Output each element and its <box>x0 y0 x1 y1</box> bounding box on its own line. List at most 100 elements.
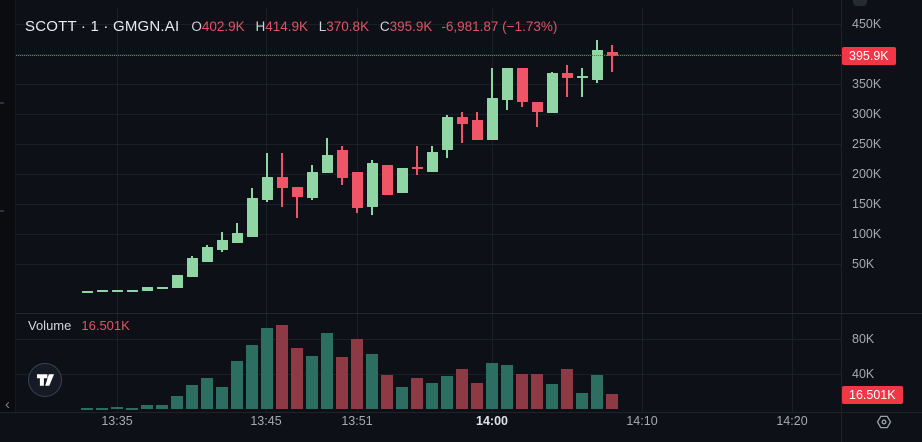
volume-bar <box>216 387 228 409</box>
volume-bar <box>231 360 243 409</box>
price-gridline <box>16 234 841 235</box>
candle <box>291 187 303 197</box>
volume-bar <box>441 375 453 409</box>
volume-bar <box>456 369 468 409</box>
candle <box>336 150 348 178</box>
time-gridline <box>492 8 493 412</box>
last-volume-badge: 16.501K <box>842 386 903 404</box>
left-toolbar-strip <box>0 0 16 412</box>
candle <box>531 102 543 113</box>
last-price-badge: 395.9K <box>842 47 896 65</box>
candle-wick <box>536 102 538 128</box>
price-tick-label: 50K <box>852 257 875 271</box>
candle <box>276 177 288 188</box>
volume-gridline <box>16 339 841 340</box>
volume-bar <box>276 324 288 409</box>
volume-bar <box>351 338 363 409</box>
left-toolbar-tick <box>0 210 4 212</box>
candle <box>426 151 438 173</box>
tradingview-logo[interactable] <box>28 363 62 397</box>
volume-bar <box>546 384 558 409</box>
price-gridline <box>16 204 841 205</box>
volume-gridline <box>16 374 841 375</box>
volume-tick-label: 80K <box>852 331 875 346</box>
close-value: 395.9K <box>389 19 433 34</box>
volume-bar <box>156 405 168 409</box>
high-value: 414.9K <box>265 19 308 34</box>
price-axis-border <box>841 0 842 442</box>
time-gridline <box>117 8 118 412</box>
volume-bar <box>471 382 483 409</box>
volume-bar <box>201 378 213 409</box>
candle <box>591 49 603 80</box>
candle <box>411 166 423 170</box>
candle <box>381 165 393 195</box>
volume-bar <box>516 373 528 409</box>
tradingview-logo-glyph <box>36 374 54 386</box>
time-axis-scale[interactable] <box>0 413 922 442</box>
volume-legend: Volume 16.501K <box>28 318 130 333</box>
price-tick-label: 450K <box>852 17 882 31</box>
price-tick-label: 150K <box>852 197 882 211</box>
candle <box>351 172 363 209</box>
high-label: H <box>255 19 266 34</box>
volume-bar <box>561 369 573 409</box>
candle <box>486 97 498 140</box>
price-gridline <box>16 84 841 85</box>
top-axis-handle[interactable] <box>853 0 867 6</box>
candle <box>246 198 258 237</box>
candle <box>306 172 318 198</box>
candle <box>81 291 93 293</box>
volume-bar <box>96 408 108 411</box>
time-tick-label: 14:20 <box>776 414 808 428</box>
volume-bar <box>486 363 498 409</box>
volume-label: Volume <box>28 318 72 333</box>
candle <box>201 247 213 263</box>
candle-wick <box>296 187 298 218</box>
gear-icon[interactable] <box>876 414 892 430</box>
candle <box>96 289 108 292</box>
candle <box>216 240 228 251</box>
time-axis-border <box>0 412 922 413</box>
volume-bar <box>381 374 393 409</box>
volume-bar <box>171 395 183 409</box>
candle-wick <box>581 67 583 98</box>
candle <box>441 117 453 150</box>
time-tick-label: 13:45 <box>250 414 282 428</box>
candle <box>576 76 588 78</box>
volume-bar <box>591 374 603 409</box>
candle <box>561 73 573 78</box>
price-gridline <box>16 114 841 115</box>
volume-bar <box>291 348 303 409</box>
open-value: 402.9K <box>201 19 245 34</box>
time-gridline <box>642 8 643 412</box>
candle <box>366 163 378 207</box>
time-gridline <box>266 8 267 412</box>
candle <box>501 67 513 101</box>
candle <box>396 168 408 194</box>
ohlc-readout: O402.9K H414.9K L370.8K C395.9K <box>191 19 439 34</box>
volume-bar <box>396 387 408 409</box>
candle <box>141 286 153 291</box>
volume-bar <box>366 354 378 409</box>
volume-bar <box>246 344 258 409</box>
candle <box>156 286 168 289</box>
volume-value: 16.501K <box>81 318 130 333</box>
pane-separator[interactable] <box>0 313 922 314</box>
volume-bar <box>411 378 423 409</box>
chevron-left-icon[interactable]: ‹ <box>5 396 10 413</box>
price-tick-label: 350K <box>852 77 882 91</box>
time-gridline <box>792 8 793 412</box>
price-gridline <box>16 24 841 25</box>
volume-bar <box>186 385 198 409</box>
candle-wick <box>566 64 568 98</box>
price-gridline <box>16 174 841 175</box>
candle <box>321 154 333 173</box>
volume-bar <box>141 405 153 409</box>
candle <box>471 120 483 140</box>
candle-wick <box>461 112 463 143</box>
time-tick-label: 14:10 <box>626 414 658 428</box>
price-tick-label: 300K <box>852 107 882 121</box>
